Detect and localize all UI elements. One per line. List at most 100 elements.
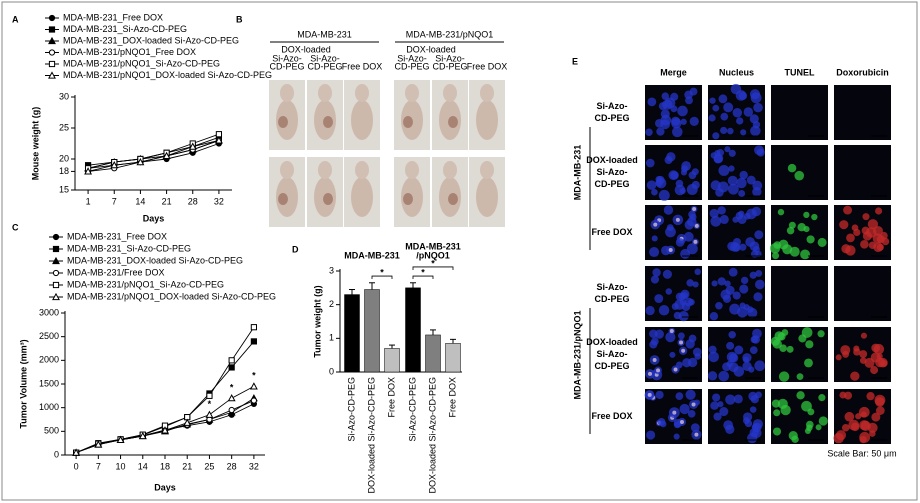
panel-letter: E: [572, 56, 578, 66]
x-tick-label: 28: [188, 196, 198, 206]
cell: [811, 213, 818, 221]
data-point: [228, 364, 235, 371]
legend-label: MDA-MB-231_DOX-loaded Si-Azo-CD-PEG: [67, 255, 243, 265]
cell: [844, 411, 855, 422]
tumor: [323, 116, 333, 128]
x-tick-label: 32: [249, 461, 259, 471]
cell: [729, 353, 739, 363]
group-sublabel: DOX-loaded: [281, 44, 331, 54]
row-label: DOX-loaded: [586, 337, 638, 347]
cell: [680, 248, 691, 259]
y-tick-label: 0: [329, 366, 334, 376]
cell: [846, 233, 855, 243]
group-title: MDA-MB-231/pNQO1: [406, 29, 494, 39]
group-label: MDA-MB-231: [405, 241, 461, 251]
mouse-head: [480, 84, 494, 102]
micrograph: [834, 266, 891, 321]
cell: [742, 356, 749, 363]
cell: [753, 102, 763, 113]
cell: [875, 207, 883, 215]
data-point: [94, 440, 103, 448]
row-label: CD-PEG: [594, 294, 629, 304]
cell: [870, 366, 879, 375]
cell: [835, 430, 847, 441]
cell: [672, 126, 683, 138]
cell: [724, 146, 731, 153]
cell: [646, 430, 656, 440]
significance-mark: *: [421, 267, 425, 277]
cell: [850, 371, 860, 381]
legend-marker: [48, 14, 56, 22]
x-tick-label: DOX-loaded Si-Azo-CD-PEG: [366, 377, 376, 494]
cell: [710, 215, 722, 227]
group-label: MDA-MB-231/pNQO1: [572, 310, 582, 399]
cell: [709, 208, 719, 218]
mouse-head: [405, 161, 419, 179]
x-tick-label: Si-Azo-CD-PEG: [346, 377, 356, 442]
mouse-head: [280, 84, 294, 102]
bar: [405, 287, 421, 373]
cell: [749, 346, 758, 355]
cell: [868, 241, 877, 250]
cell: [645, 305, 655, 316]
cell: [674, 184, 686, 196]
cell: [772, 252, 780, 260]
cell: [670, 92, 679, 101]
cell: [686, 279, 694, 287]
significance-bracket: [412, 275, 434, 280]
legend-label: MDA-MB-231_Si-Azo-CD-PEG: [63, 24, 187, 34]
cell: [692, 207, 697, 212]
cell: [725, 394, 736, 405]
cell: [786, 345, 794, 353]
cell: [708, 351, 719, 363]
x-tick-label: 32: [214, 196, 224, 206]
cell: [817, 237, 827, 247]
cell: [740, 129, 747, 136]
cell: [686, 243, 698, 255]
cell: [649, 247, 660, 258]
row-label: Si-Azo-: [597, 101, 628, 111]
y-tick-label: 25: [59, 122, 69, 132]
legend-label: MDA-MB-231_DOX-loaded Si-Azo-CD-PEG: [63, 35, 239, 45]
group-label: MDA-MB-231: [344, 250, 400, 260]
cell: [728, 165, 735, 172]
y-tick-label: 2000: [39, 355, 59, 365]
cell: [727, 127, 734, 135]
row-label: Free DOX: [591, 227, 632, 237]
x-tick-label: 1: [86, 196, 91, 206]
data-point: [205, 410, 214, 418]
column-header: TUNEL: [785, 67, 815, 77]
cell: [718, 164, 730, 176]
cell: [752, 180, 763, 191]
cell: [749, 406, 757, 413]
significance-mark: *: [431, 258, 435, 268]
data-point: [162, 151, 171, 159]
cell: [675, 292, 684, 301]
cell: [786, 226, 795, 235]
cell: [726, 341, 735, 350]
cell: [860, 420, 871, 431]
significance-bracket: [371, 275, 393, 280]
legend-label: MDA-MB-231/pNQO1_DOX-loaded Si-Azo-CD-PE…: [67, 291, 276, 301]
cell: [736, 177, 747, 189]
cell: [679, 340, 684, 345]
tumor: [403, 193, 413, 205]
legend-label: MDA-MB-231/pNQO1_Si-Azo-CD-PEG: [63, 58, 220, 68]
cell: [672, 410, 677, 415]
cell: [687, 357, 698, 368]
cell: [709, 312, 719, 321]
mouse-body: [351, 177, 373, 217]
cell: [728, 149, 736, 157]
x-tick-label: Si-Azo-CD-PEG: [407, 377, 417, 442]
tumor: [448, 116, 458, 128]
cell: [875, 357, 885, 368]
cell: [806, 235, 815, 244]
cell: [658, 304, 670, 316]
row-label: Free DOX: [591, 411, 632, 421]
cell: [666, 224, 674, 232]
mouse-head: [318, 161, 332, 179]
legend-label: MDA-MB-231/pNQO1_Si-Azo-CD-PEG: [67, 279, 224, 289]
cell: [804, 358, 813, 368]
cell: [713, 154, 723, 164]
cell: [739, 284, 749, 294]
